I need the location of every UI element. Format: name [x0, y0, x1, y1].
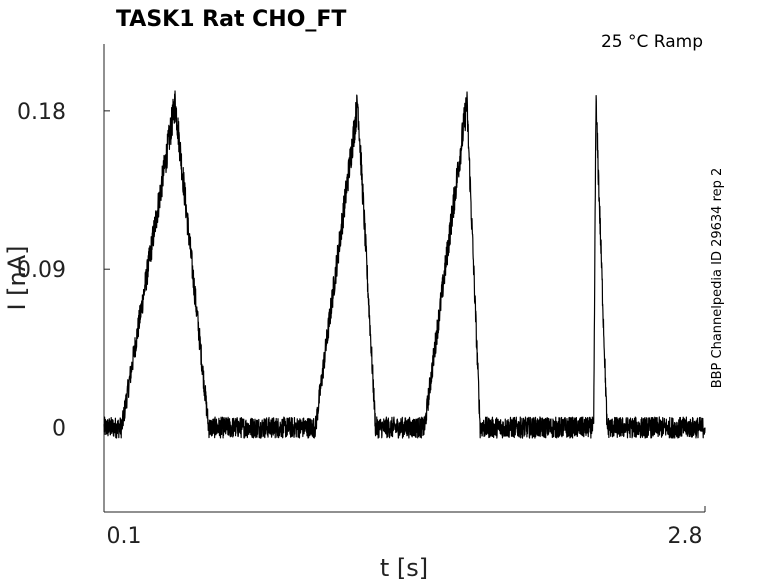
y-axis-label: I [nA]	[3, 245, 31, 310]
y-tick-label: 0.09	[17, 258, 66, 283]
condition-label: 25 °C Ramp	[601, 32, 703, 52]
y-tick-group: 0 0.09 0.18	[17, 100, 110, 442]
x-axis-label: t [s]	[380, 554, 428, 582]
x-tick-group: 0.1 2.8	[103, 506, 706, 549]
plot-axes	[103, 44, 705, 513]
y-tick-label: 0	[52, 417, 66, 442]
x-tick-label: 0.1	[107, 524, 142, 549]
side-label: BBP Channelpedia ID 29634 rep 2	[710, 168, 725, 389]
y-tick-label: 0.18	[17, 100, 66, 125]
series-trace	[103, 90, 706, 439]
x-tick-label: 2.8	[668, 524, 703, 549]
chart-title: TASK1 Rat CHO_FT	[116, 7, 346, 32]
